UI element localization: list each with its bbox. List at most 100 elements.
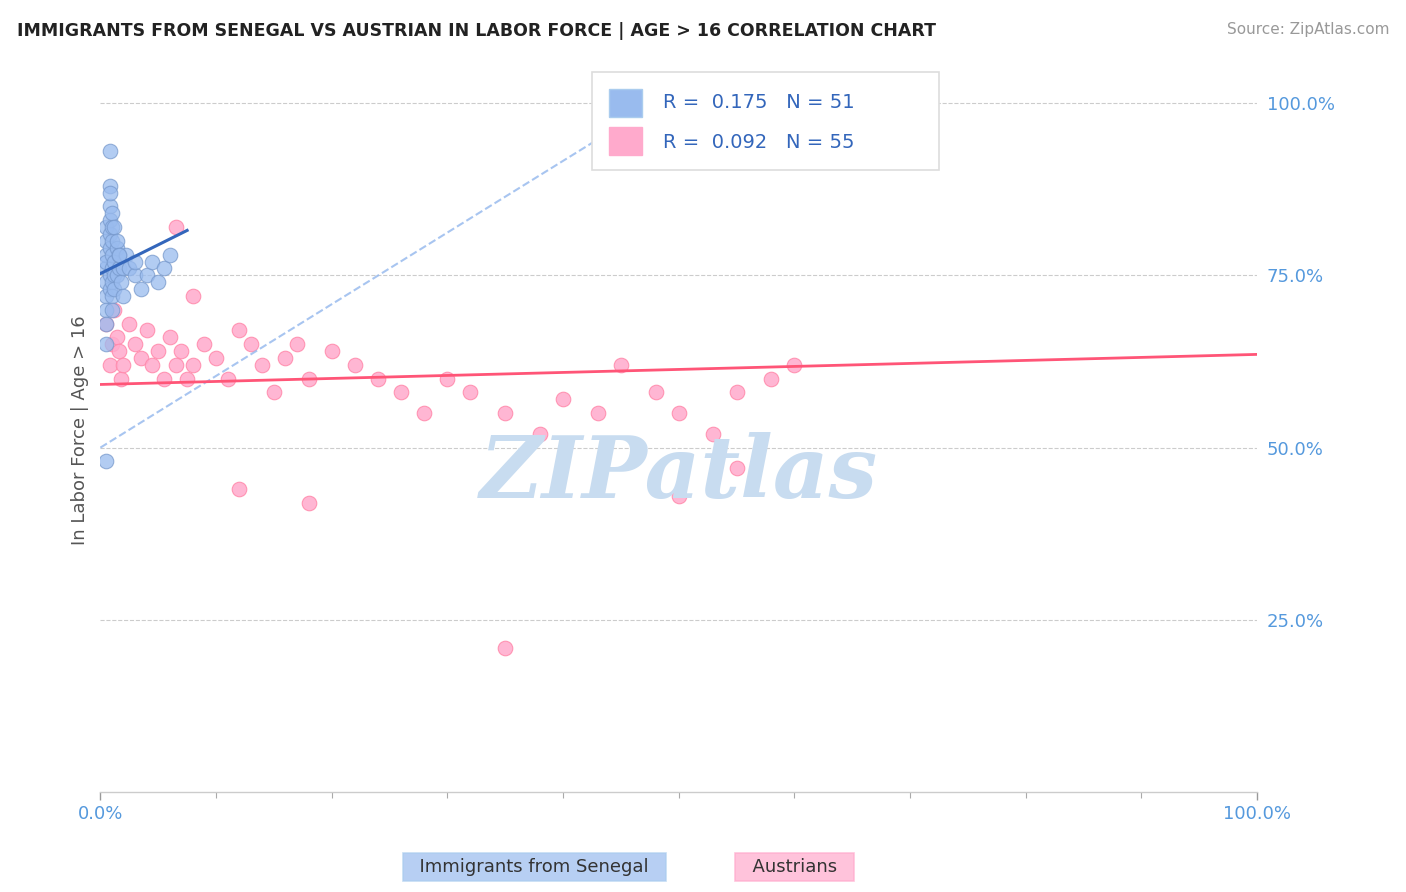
Point	[252, 358, 274, 372]
Point	[101, 337, 124, 351]
Text: IMMIGRANTS FROM SENEGAL VS AUSTRIAN IN LABOR FORCE | AGE > 16 CORRELATION CHART: IMMIGRANTS FROM SENEGAL VS AUSTRIAN IN L…	[17, 22, 936, 40]
Point	[297, 372, 319, 386]
Point	[94, 337, 117, 351]
Point	[98, 227, 121, 241]
Point	[129, 282, 152, 296]
Text: R =  0.092   N = 55: R = 0.092 N = 55	[662, 133, 853, 152]
Point	[153, 372, 176, 386]
Point	[105, 241, 128, 255]
Point	[529, 426, 551, 441]
Point	[94, 220, 117, 235]
Point	[101, 206, 124, 220]
Point	[644, 385, 666, 400]
Point	[98, 199, 121, 213]
Point	[124, 268, 146, 283]
Point	[783, 358, 806, 372]
Point	[101, 275, 124, 289]
Point	[112, 261, 135, 276]
Point	[103, 220, 125, 235]
Point	[110, 275, 132, 289]
Point	[153, 261, 176, 276]
FancyBboxPatch shape	[592, 72, 939, 169]
Point	[129, 351, 152, 365]
Point	[274, 351, 297, 365]
Point	[98, 186, 121, 200]
Point	[285, 337, 308, 351]
Point	[263, 385, 285, 400]
Point	[228, 482, 250, 496]
Point	[170, 344, 193, 359]
Point	[761, 372, 783, 386]
Point	[98, 241, 121, 255]
Point	[108, 247, 131, 261]
Point	[668, 406, 690, 420]
Point	[725, 461, 748, 475]
Point	[551, 392, 574, 407]
Point	[460, 385, 482, 400]
Point	[98, 178, 121, 193]
Point	[105, 330, 128, 344]
Point	[101, 220, 124, 235]
Point	[94, 247, 117, 261]
Point	[494, 406, 516, 420]
Point	[159, 247, 181, 261]
Point	[124, 337, 146, 351]
Point	[103, 302, 125, 317]
Point	[165, 358, 187, 372]
Point	[181, 358, 204, 372]
Text: ZIPatlas: ZIPatlas	[479, 432, 877, 516]
Point	[112, 289, 135, 303]
Point	[343, 358, 366, 372]
Point	[94, 317, 117, 331]
Point	[610, 358, 633, 372]
Point	[668, 489, 690, 503]
Point	[124, 254, 146, 268]
Point	[436, 372, 458, 386]
Point	[108, 344, 131, 359]
Point	[94, 254, 117, 268]
Point	[103, 268, 125, 283]
Point	[94, 289, 117, 303]
Point	[94, 302, 117, 317]
Point	[105, 234, 128, 248]
Point	[217, 372, 239, 386]
Point	[159, 330, 181, 344]
Point	[101, 234, 124, 248]
Point	[297, 496, 319, 510]
Point	[725, 385, 748, 400]
Point	[94, 261, 117, 276]
Point	[108, 247, 131, 261]
Point	[101, 289, 124, 303]
Point	[101, 261, 124, 276]
Point	[118, 261, 141, 276]
Text: Immigrants from Senegal: Immigrants from Senegal	[408, 858, 661, 876]
Point	[94, 234, 117, 248]
Point	[389, 385, 412, 400]
Point	[98, 358, 121, 372]
Point	[110, 372, 132, 386]
Point	[494, 640, 516, 655]
Point	[193, 337, 215, 351]
FancyBboxPatch shape	[609, 127, 641, 155]
Point	[101, 302, 124, 317]
Y-axis label: In Labor Force | Age > 16: In Labor Force | Age > 16	[72, 316, 89, 545]
Point	[98, 145, 121, 159]
Point	[103, 282, 125, 296]
Point	[108, 261, 131, 276]
Point	[321, 344, 343, 359]
Point	[94, 275, 117, 289]
Point	[98, 268, 121, 283]
Point	[176, 372, 198, 386]
Point	[103, 254, 125, 268]
Point	[105, 268, 128, 283]
Point	[586, 406, 609, 420]
Point	[228, 323, 250, 337]
Point	[148, 344, 170, 359]
Point	[114, 247, 136, 261]
Text: Austrians: Austrians	[741, 858, 848, 876]
Point	[165, 220, 187, 235]
Text: R =  0.175   N = 51: R = 0.175 N = 51	[662, 93, 853, 112]
FancyBboxPatch shape	[609, 88, 641, 117]
Point	[181, 289, 204, 303]
Point	[101, 247, 124, 261]
